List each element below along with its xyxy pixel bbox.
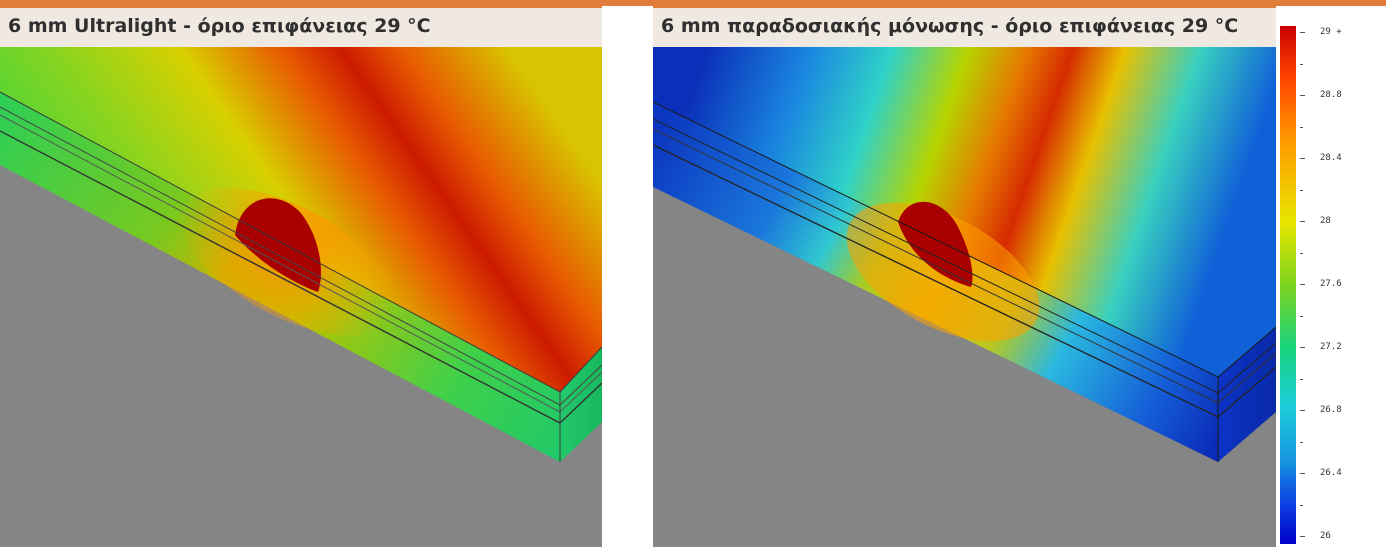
legend-tick-label: 27.2 [1320, 342, 1342, 352]
panel-header: 6 mm παραδοσιακής μόνωσης - όριο επιφάνε… [653, 6, 1276, 47]
legend-tick [1300, 536, 1305, 537]
top-accent-bar [0, 0, 1386, 6]
legend-tick-label: 28.4 [1320, 153, 1342, 163]
ultralight-thermal-panel: 6 mm Ultralight - όριο επιφάνειας 29 °C [0, 6, 602, 547]
legend-tick [1300, 410, 1305, 411]
legend-tick-label: 28 [1320, 216, 1331, 226]
legend-minor-tick [1300, 441, 1303, 443]
legend-minor-tick [1300, 63, 1303, 65]
panel-header: 6 mm Ultralight - όριο επιφάνειας 29 °C [0, 6, 602, 47]
temperature-color-scale [1280, 26, 1296, 544]
thermal-render-ultralight [0, 47, 602, 462]
legend-minor-tick [1300, 126, 1303, 128]
legend-tick-label: 26.4 [1320, 468, 1342, 478]
temperature-legend: 29 + 28.8 28.4 28 27.6 27.2 26.8 26.4 26 [1276, 6, 1386, 547]
legend-tick-label: 26.8 [1320, 405, 1342, 415]
legend-tick-label: 29 + [1320, 27, 1342, 37]
legend-tick [1300, 158, 1305, 159]
legend-tick [1300, 95, 1305, 96]
legend-tick [1300, 32, 1305, 33]
conventional-thermal-panel: 6 mm παραδοσιακής μόνωσης - όριο επιφάνε… [653, 6, 1276, 547]
legend-minor-tick [1300, 315, 1303, 317]
legend-minor-tick [1300, 378, 1303, 380]
legend-tick [1300, 284, 1305, 285]
legend-tick-label: 27.6 [1320, 279, 1342, 289]
legend-tick [1300, 473, 1305, 474]
legend-minor-tick [1300, 504, 1303, 506]
legend-minor-tick [1300, 252, 1303, 254]
panel-title: 6 mm παραδοσιακής μόνωσης - όριο επιφάνε… [661, 15, 1239, 37]
legend-tick [1300, 221, 1305, 222]
panel-title: 6 mm Ultralight - όριο επιφάνειας 29 °C [8, 15, 431, 37]
legend-tick [1300, 347, 1305, 348]
legend-tick-label: 26 [1320, 531, 1331, 541]
legend-minor-tick [1300, 189, 1303, 191]
legend-tick-label: 28.8 [1320, 90, 1342, 100]
thermal-render-conventional [653, 47, 1276, 462]
